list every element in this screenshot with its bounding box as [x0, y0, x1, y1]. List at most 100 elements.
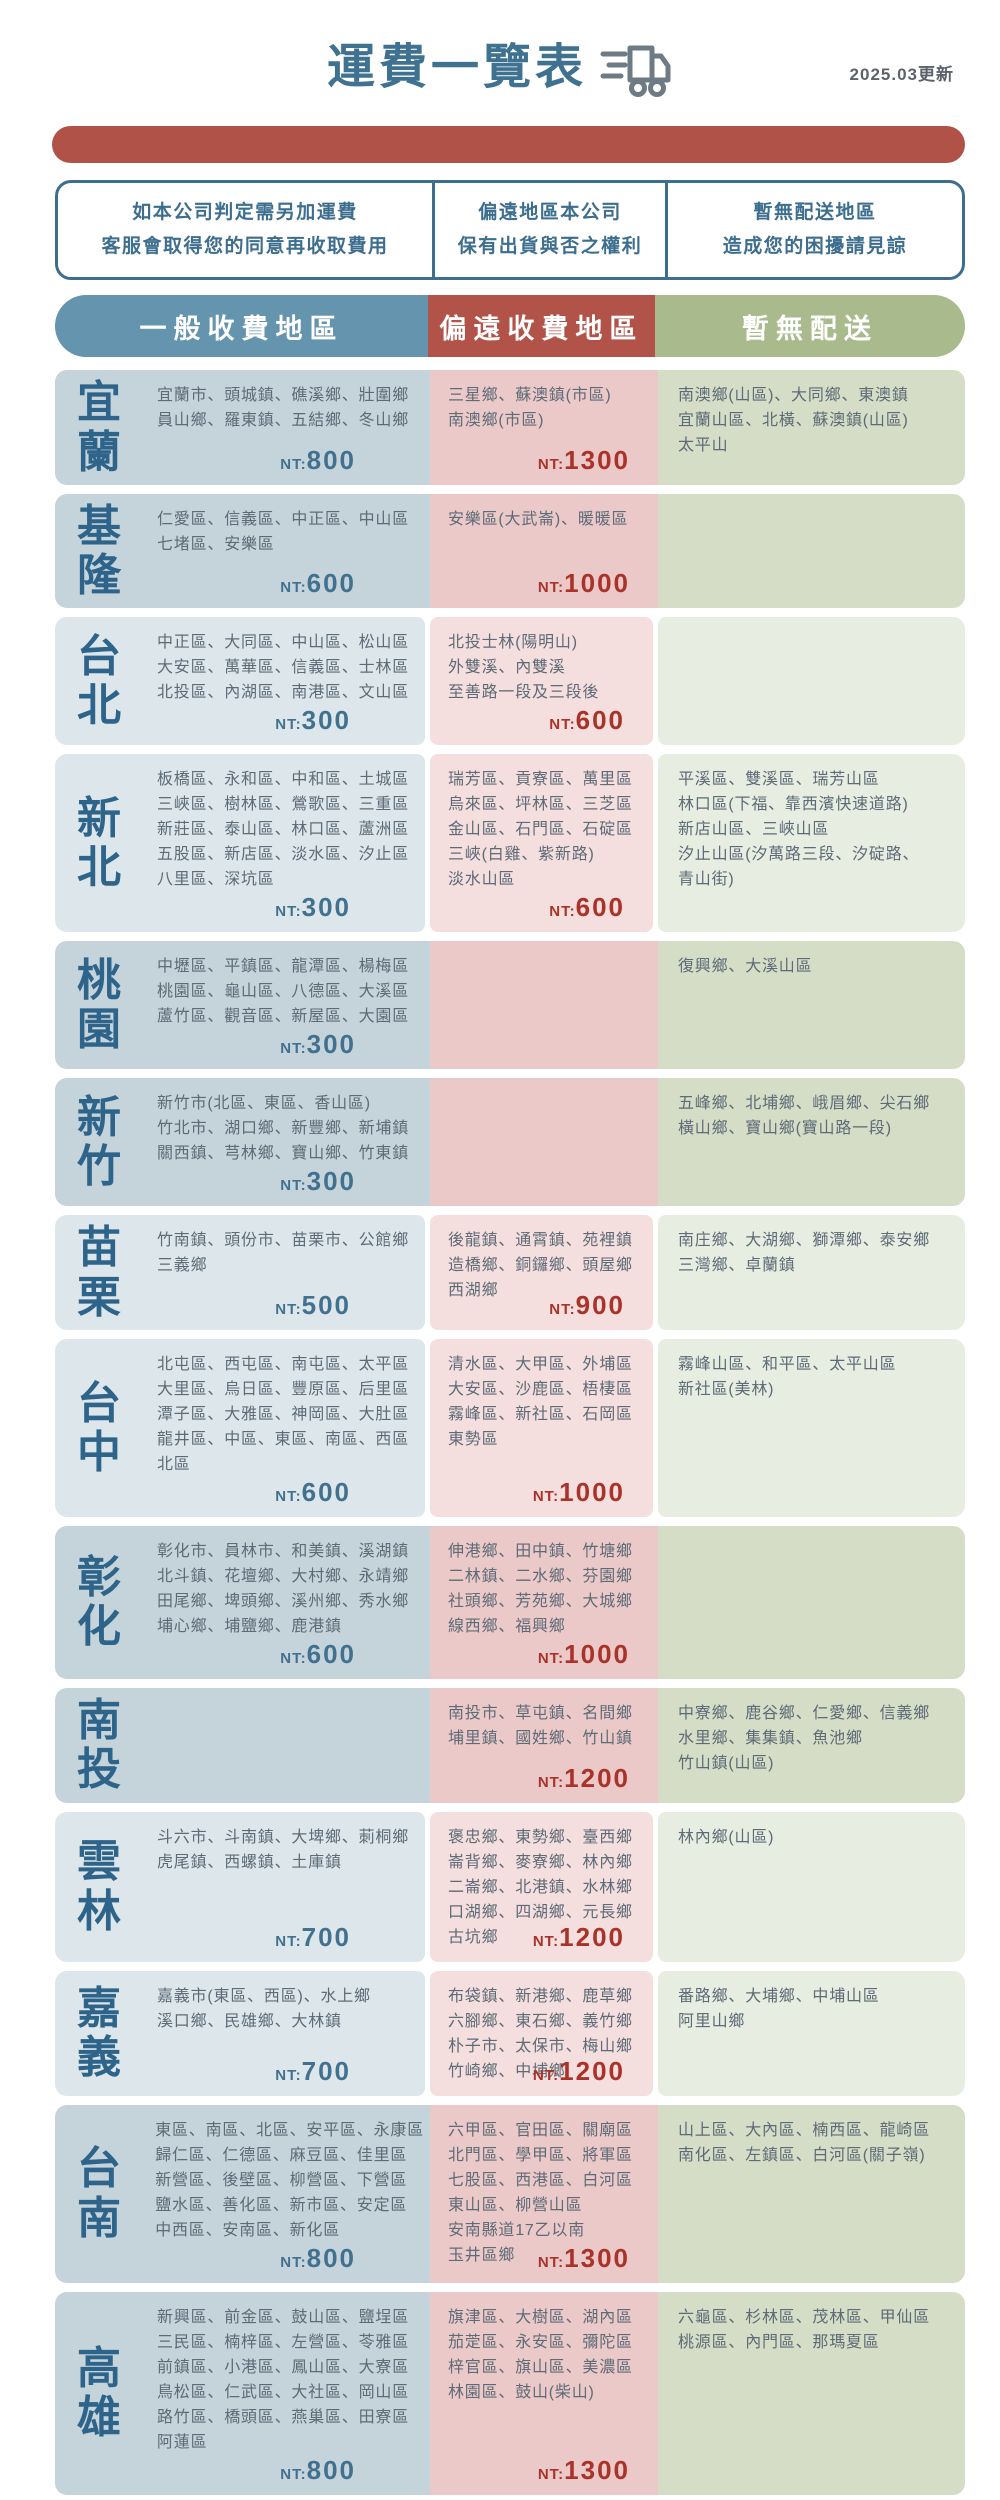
- region-label: 台北: [55, 617, 157, 745]
- region-label: 新竹: [55, 1078, 157, 1206]
- remote-area-list: 瑞芳區、貢寮區、萬里區 烏來區、坪林區、三芝區 金山區、石門區、石碇區 三峽(白雞、紫…: [430, 754, 653, 904]
- remote-cell: 後龍鎮、通霄鎮、苑裡鎮 造橋鄉、銅鑼鄉、頭屋鄉 西湖鄉 NT:900: [430, 1215, 653, 1330]
- area-line: 大安區、沙鹿區、梧棲區: [448, 1380, 633, 1398]
- fee-row: 嘉義 嘉義市(東區、西區)、水上鄉 溪口鄉、民雄鄉、大林鎮 NT:700 布袋鎮、…: [55, 1970, 965, 2096]
- no-delivery-area-list: 番路鄉、大埔鄉、中埔山區 阿里山鄉: [658, 1971, 965, 2046]
- area-line: 阿蓮區: [157, 2433, 208, 2451]
- general-cell: 台北 中正區、大同區、中山區、松山區 大安區、萬華區、信義區、士林區 北投區、內湖區…: [55, 617, 425, 746]
- region-label: 新北: [55, 754, 157, 932]
- region-label: 彰化: [55, 1526, 157, 1679]
- area-line: 新莊區、泰山區、林口區、蘆洲區: [157, 821, 410, 839]
- no-delivery-cell: [658, 493, 965, 609]
- area-line: 太平山: [678, 437, 729, 455]
- remote-price: NT:1200: [532, 1921, 625, 1952]
- general-cell: 新北 板橋區、永和區、中和區、土城區 三峽區、樹林區、鶯歌區、三重區 新莊區、泰山區…: [55, 754, 425, 933]
- general-area-list: 仁愛區、信義區、中正區、中山區 七堵區、安樂區: [157, 494, 430, 609]
- region-char: 高: [77, 2343, 121, 2393]
- area-line: 梓官區、旗山區、美濃區: [448, 2358, 633, 2376]
- header-general-area: 一般收費地區: [55, 295, 428, 358]
- area-line: 五峰鄉、北埔鄉、峨眉鄉、尖石鄉: [678, 1095, 931, 1113]
- area-line: 金山區、石門區、石碇區: [448, 821, 633, 839]
- area-line: 中正區、大同區、中山區、松山區: [157, 634, 410, 652]
- no-delivery-area-list: 六龜區、杉林區、茂林區、甲仙區 桃源區、內門區、那瑪夏區: [658, 2292, 965, 2367]
- general-area-list: 中正區、大同區、中山區、松山區 大安區、萬華區、信義區、士林區 北投區、內湖區、南港…: [157, 617, 425, 745]
- notice-remote-line2: 保有出貨與否之權利: [457, 236, 643, 258]
- area-line: 埔心鄉、埔鹽鄉、鹿港鎮: [157, 1617, 342, 1635]
- remote-price: NT:1000: [537, 1638, 630, 1669]
- area-line: 宜蘭市、頭城鎮、礁溪鄉、壯圍鄉: [157, 387, 410, 405]
- no-delivery-cell: 南澳鄉(山區)、大同鄉、東澳鎮 宜蘭山區、北橫、蘇澳鎮(山區) 太平山: [658, 370, 965, 485]
- no-delivery-cell: 平溪區、雙溪區、瑞芳山區 林口區(下福、靠西濱快速道路) 新店山區、三峽山區 汐止山區…: [658, 754, 965, 933]
- area-line: 板橋區、永和區、中和區、土城區: [157, 771, 410, 789]
- area-line: 霧峰山區、和平區、太平山區: [678, 1355, 897, 1373]
- area-line: 桃園區、龜山區、八德區、大溪區: [157, 983, 410, 1001]
- area-line: 青山街): [678, 871, 735, 889]
- remote-area-list: 安樂區(大武崙)、暖暖區: [430, 494, 658, 544]
- general-area-list: [157, 1688, 430, 1803]
- area-line: 新社區(美林): [678, 1380, 775, 1398]
- area-line: 玉井區鄉: [448, 2246, 516, 2264]
- region-label: 高雄: [55, 2292, 157, 2495]
- general-cell: 高雄 新興區、前金區、鼓山區、鹽埕區 三民區、楠梓區、左營區、苓雅區 前鎮區、小港區…: [55, 2291, 430, 2495]
- area-line: 六腳鄉、東石鄉、義竹鄉: [448, 2012, 633, 2030]
- region-char: 南: [77, 1695, 121, 1745]
- region-char: 台: [77, 1378, 121, 1428]
- area-line: 歸仁區、仁德區、麻豆區、佳里區: [155, 2146, 408, 2164]
- fee-row: 台北 中正區、大同區、中山區、松山區 大安區、萬華區、信義區、士林區 北投區、內湖區…: [55, 617, 965, 746]
- region-char: 園: [77, 1005, 121, 1055]
- general-price: NT:300: [275, 705, 351, 736]
- area-line: 安南縣道17乙以南: [448, 2221, 585, 2239]
- general-cell: 新竹 新竹市(北區、東區、香山區) 竹北市、湖口鄉、新豐鄉、新埔鎮 關西鎮、芎林鄉、…: [55, 1078, 430, 1207]
- general-area-list: 彰化市、員林市、和美鎮、溪湖鎮 北斗鎮、花壇鄉、大村鄉、永靖鄉 田尾鄉、埤頭鄉、溪州…: [157, 1526, 430, 1679]
- area-line: 虎尾鎮、西螺鎮、土庫鎮: [157, 1853, 342, 1871]
- region-char: 栗: [77, 1272, 121, 1322]
- region-char: 台: [77, 2144, 121, 2194]
- region-char: 基: [77, 501, 121, 551]
- area-line: 水里鄉、集集鎮、魚池鄉: [678, 1729, 863, 1747]
- general-area-list: 東區、南區、北區、安平區、永康區 歸仁區、仁德區、麻豆區、佳里區 新營區、後壁區、柳…: [155, 2105, 430, 2283]
- no-delivery-area-list: 霧峰山區、和平區、太平山區 新社區(美林): [658, 1339, 965, 1414]
- region-label: 雲林: [55, 1812, 157, 1962]
- general-cell: 彰化 彰化市、員林市、和美鎮、溪湖鎮 北斗鎮、花壇鄉、大村鄉、永靖鄉 田尾鄉、埤頭鄉…: [55, 1525, 430, 1679]
- general-price: NT:300: [275, 892, 351, 923]
- area-line: 平溪區、雙溪區、瑞芳山區: [678, 771, 880, 789]
- remote-price: NT:1300: [537, 2242, 630, 2273]
- area-line: 大里區、烏日區、豐原區、后里區: [157, 1380, 410, 1398]
- remote-price: NT:1000: [537, 568, 630, 599]
- region-char: 嘉: [77, 1983, 121, 2033]
- area-line: 大安區、萬華區、信義區、士林區: [157, 659, 410, 677]
- header-no-delivery-area: 暫無配送: [654, 295, 965, 358]
- area-line: 南庄鄉、大湖鄉、獅潭鄉、泰安鄉: [678, 1232, 931, 1250]
- remote-area-list: [430, 941, 658, 966]
- notice-general-line1: 如本公司判定需另加運費: [132, 202, 358, 223]
- no-delivery-area-list: 平溪區、雙溪區、瑞芳山區 林口區(下福、靠西濱快速道路) 新店山區、三峽山區 汐止山區…: [658, 754, 965, 904]
- general-cell: 雲林 斗六市、斗南鎮、大埤鄉、莿桐鄉 虎尾鎮、西螺鎮、土庫鎮 NT:700: [55, 1811, 425, 1962]
- region-char: 北: [77, 843, 121, 893]
- fee-table: 宜蘭 宜蘭市、頭城鎮、礁溪鄉、壯圍鄉 員山鄉、羅東鎮、五結鄉、冬山鄉 NT:800…: [55, 370, 965, 2500]
- area-line: 嘉義市(東區、西區)、水上鄉: [157, 1987, 371, 2005]
- remote-price: NT:1200: [532, 2055, 625, 2086]
- area-line: 褒忠鄉、東勢鄉、臺西鄉: [448, 1828, 633, 1846]
- notice-remote: 偏遠地區本公司 保有出貨與否之權利: [432, 183, 668, 278]
- notice-no-delivery-line1: 暫無配送地區: [753, 202, 877, 223]
- general-area-list: 新興區、前金區、鼓山區、鹽埕區 三民區、楠梓區、左營區、苓雅區 前鎮區、小港區、鳳山…: [157, 2292, 430, 2495]
- region-char: 苗: [77, 1223, 121, 1273]
- area-line: 東勢區: [448, 1430, 499, 1448]
- area-line: 竹崎鄉、中埔鄉: [448, 2062, 566, 2080]
- general-cell: 嘉義 嘉義市(東區、西區)、水上鄉 溪口鄉、民雄鄉、大林鎮 NT:700: [55, 1970, 425, 2096]
- no-delivery-area-list: 山上區、大內區、楠西區、龍崎區 南化區、左鎮區、白河區(關子嶺): [658, 2105, 965, 2180]
- area-line: 五股區、新店區、淡水區、汐止區: [157, 846, 410, 864]
- area-line: 斗六市、斗南鎮、大埤鄉、莿桐鄉: [157, 1828, 410, 1846]
- remote-price: NT:600: [549, 892, 625, 923]
- area-line: 埔里鎮、國姓鄉、竹山鎮: [448, 1729, 633, 1747]
- notice-box: 如本公司判定需另加運費 客服會取得您的同意再收取費用 偏遠地區本公司 保有出貨與…: [55, 180, 965, 281]
- remote-area-list: 六甲區、官田區、關廟區 北門區、學甲區、將軍區 七股區、西港區、白河區 東山區、柳營山…: [430, 2105, 658, 2280]
- general-price: NT:700: [275, 2055, 351, 2086]
- area-line: 茄萣區、永安區、彌陀區: [448, 2333, 633, 2351]
- area-line: 七堵區、安樂區: [157, 535, 275, 553]
- area-line: 新興區、前金區、鼓山區、鹽埕區: [157, 2308, 410, 2326]
- area-line: 造橋鄉、銅鑼鄉、頭屋鄉: [448, 1257, 633, 1275]
- area-line: 中西區、安南區、新化區: [155, 2221, 340, 2239]
- area-line: 崙背鄉、麥寮鄉、林內鄉: [448, 1853, 633, 1871]
